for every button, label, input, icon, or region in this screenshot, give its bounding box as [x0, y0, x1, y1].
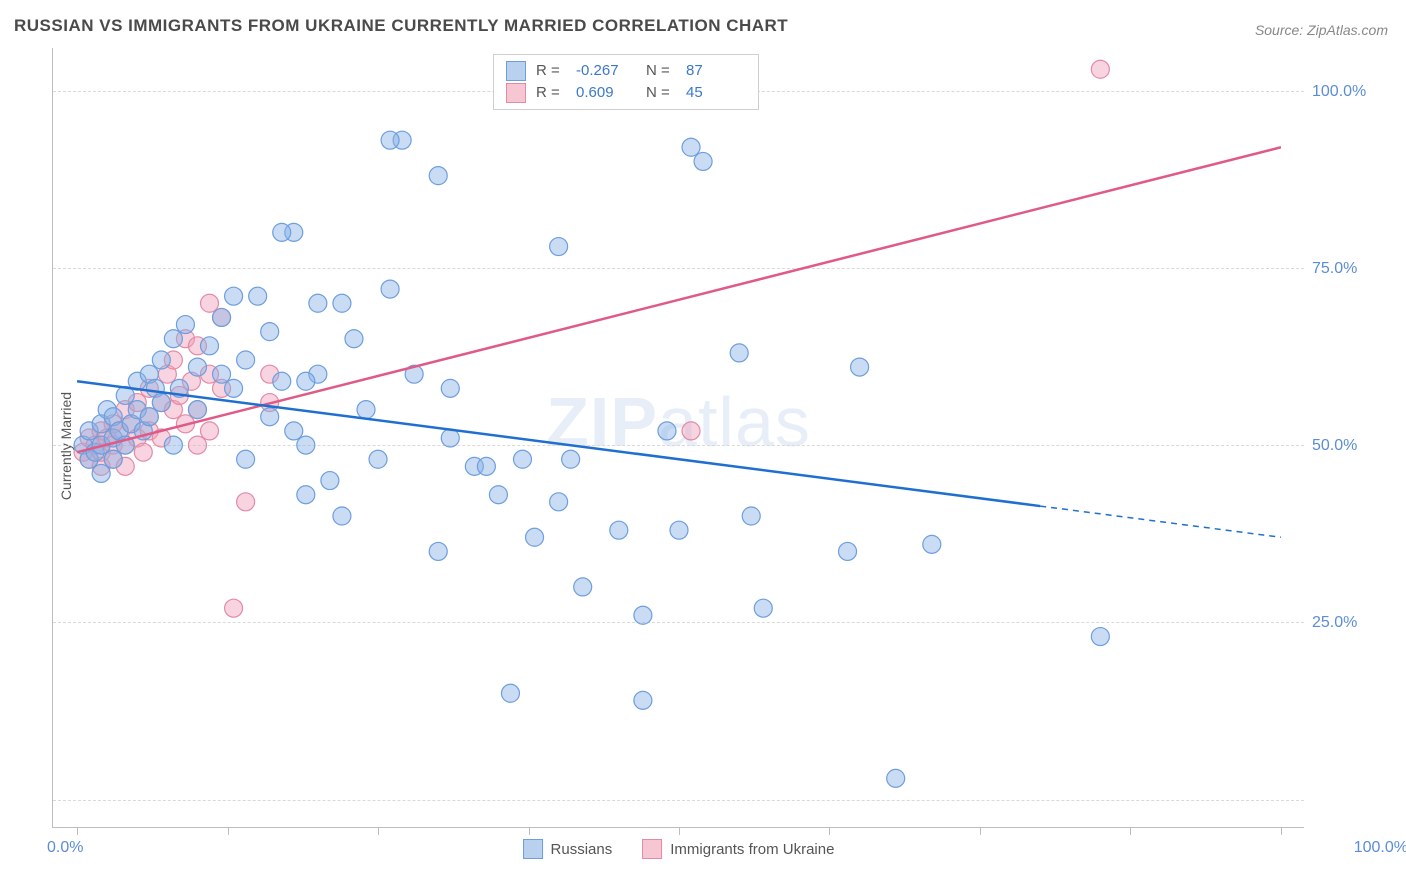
gridline: [53, 800, 1304, 801]
legend-label-russians: Russians: [551, 841, 613, 858]
x-tick: [228, 827, 229, 835]
x-tick: [980, 827, 981, 835]
y-tick-label: 50.0%: [1312, 437, 1392, 455]
y-tick-label: 75.0%: [1312, 260, 1392, 278]
plot-area: ZIPatlas 25.0%50.0%75.0%100.0% 0.0% 100.…: [52, 48, 1304, 828]
x-tick: [378, 827, 379, 835]
x-tick: [77, 827, 78, 835]
source-name: ZipAtlas.com: [1307, 22, 1388, 38]
x-axis-max-label: 100.0%: [1354, 839, 1406, 857]
n-value-ukraine: 45: [686, 82, 746, 104]
series-legend: Russians Immigrants from Ukraine: [523, 839, 835, 859]
swatch-russians-bottom: [523, 839, 543, 859]
source-attribution: Source: ZipAtlas.com: [1255, 22, 1388, 38]
x-tick: [529, 827, 530, 835]
swatch-ukraine: [506, 83, 526, 103]
watermark-rest: atlas: [658, 383, 811, 461]
legend-label-ukraine: Immigrants from Ukraine: [670, 841, 834, 858]
correlation-legend: R = -0.267 N = 87 R = 0.609 N = 45: [493, 54, 759, 110]
chart-svg-layer: [53, 48, 1305, 828]
x-tick: [679, 827, 680, 835]
gridline: 75.0%: [53, 268, 1304, 269]
n-value-russians: 87: [686, 60, 746, 82]
gridline: 50.0%: [53, 445, 1304, 446]
n-label: N =: [646, 82, 676, 104]
source-prefix: Source:: [1255, 22, 1307, 38]
r-label: R =: [536, 82, 566, 104]
x-axis-min-label: 0.0%: [47, 839, 83, 857]
legend-row-russians: R = -0.267 N = 87: [506, 60, 746, 82]
r-value-russians: -0.267: [576, 60, 636, 82]
y-tick-label: 25.0%: [1312, 614, 1392, 632]
chart-title: RUSSIAN VS IMMIGRANTS FROM UKRAINE CURRE…: [14, 16, 788, 36]
swatch-ukraine-bottom: [642, 839, 662, 859]
gridline: 25.0%: [53, 622, 1304, 623]
swatch-russians: [506, 61, 526, 81]
legend-item-russians: Russians: [523, 839, 613, 859]
x-tick: [829, 827, 830, 835]
r-value-ukraine: 0.609: [576, 82, 636, 104]
x-tick: [1281, 827, 1282, 835]
watermark-bold: ZIP: [546, 383, 658, 461]
n-label: N =: [646, 60, 676, 82]
r-label: R =: [536, 60, 566, 82]
y-tick-label: 100.0%: [1312, 83, 1392, 101]
legend-item-ukraine: Immigrants from Ukraine: [642, 839, 834, 859]
watermark: ZIPatlas: [546, 382, 811, 462]
x-tick: [1130, 827, 1131, 835]
legend-row-ukraine: R = 0.609 N = 45: [506, 82, 746, 104]
